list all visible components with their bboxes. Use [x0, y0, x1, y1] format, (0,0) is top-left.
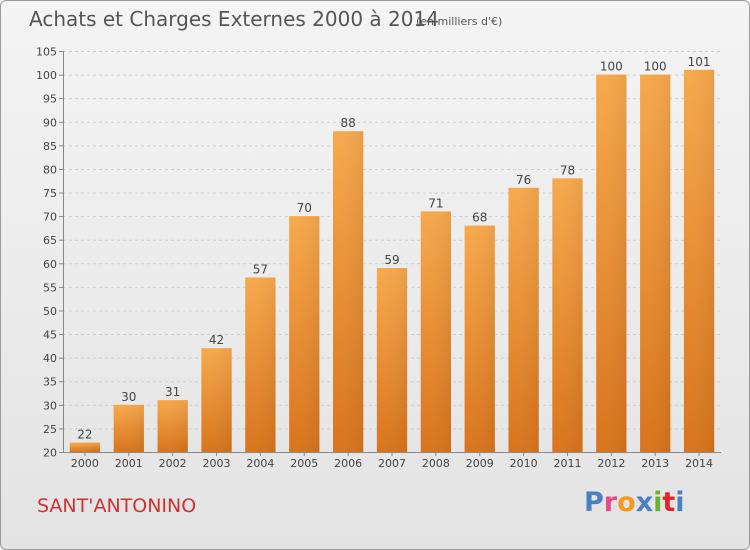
x-tick-label: 2013: [641, 457, 669, 470]
y-tick-label: 85: [43, 140, 57, 153]
y-tick-label: 30: [43, 399, 57, 412]
x-tick-label: 2012: [597, 457, 625, 470]
bar-shade-2001: [113, 404, 144, 452]
bar-value-label: 68: [472, 211, 487, 225]
y-tick-label: 35: [43, 376, 57, 389]
bar-shade-2002: [157, 400, 188, 452]
bar-shade-2013: [640, 74, 671, 453]
x-tick-label: 2009: [466, 457, 494, 470]
bar-shade-2007: [376, 268, 408, 452]
bar-value-label: 100: [600, 60, 623, 74]
bar-shade-2004: [245, 277, 276, 452]
x-tick-label: 2011: [553, 457, 581, 470]
bar-value-label: 88: [340, 116, 355, 130]
chart-subtitle: (en milliers d'€): [416, 15, 503, 28]
bar-value-label: 42: [209, 333, 224, 347]
y-tick-label: 60: [43, 258, 57, 271]
bar-shade-2008: [420, 211, 452, 452]
logo-letter: i: [653, 487, 663, 518]
y-tick-label: 70: [43, 211, 57, 224]
bar-shade-2005: [289, 216, 320, 452]
logo-letter: r: [603, 487, 618, 518]
y-tick-label: 90: [43, 116, 57, 129]
logo-letter: x: [635, 487, 654, 518]
y-tick-label: 45: [43, 329, 57, 342]
logo-letter: i: [675, 487, 685, 518]
bar-shade-2010: [508, 187, 539, 452]
x-tick-label: 2002: [159, 457, 187, 470]
bar-value-label: 31: [165, 385, 180, 399]
bar-layer: [69, 69, 715, 453]
bar-value-label: 70: [297, 201, 312, 215]
bar-shade-2009: [464, 225, 495, 452]
x-tick-label: 2001: [115, 457, 143, 470]
y-tick-label: 55: [43, 281, 57, 294]
y-tick-label: 105: [36, 46, 57, 59]
x-tick-label: 2005: [290, 457, 318, 470]
x-tick-label: 2006: [334, 457, 362, 470]
chart-title: Achats et Charges Externes 2000 à 2014: [29, 7, 439, 31]
y-tick-label: 65: [43, 234, 57, 247]
bar-shade-2006: [332, 131, 364, 452]
bar-shade-2014: [683, 69, 715, 452]
axis-layer: 20 25 30 35 40 45 50 55 60 65 70 75 80 85 90 95 100 105 20…: [36, 46, 721, 470]
y-tick-label: 50: [43, 305, 57, 318]
bar-shade-2011: [552, 178, 583, 452]
logo-letter: P: [584, 487, 604, 518]
bar-value-label: 22: [77, 428, 92, 442]
y-tick-label: 95: [43, 93, 57, 106]
bar-shade-2000: [69, 442, 101, 452]
bar-value-label: 59: [384, 253, 399, 267]
bar-value-label: 30: [121, 390, 136, 404]
y-tick-label: 40: [43, 352, 57, 365]
y-tick-label: 75: [43, 187, 57, 200]
logo-letter: t: [662, 487, 676, 518]
bar-shade-2003: [201, 348, 232, 452]
bar-value-label: 100: [644, 60, 667, 74]
bar-value-label: 71: [428, 196, 443, 210]
y-tick-label: 80: [43, 163, 57, 176]
x-tick-label: 2003: [203, 457, 231, 470]
x-tick-label: 2014: [685, 457, 713, 470]
logo-letter: o: [617, 487, 636, 518]
bar-shade-2012: [596, 74, 627, 453]
commune-name: SANT'ANTONINO: [37, 495, 197, 517]
x-tick-label: 2007: [378, 457, 406, 470]
x-tick-label: 2008: [422, 457, 450, 470]
bar-value-label: 78: [560, 163, 575, 177]
x-tick-label: 2000: [71, 457, 99, 470]
label-layer: 22 30 31 42 57 70 88 59 71 68 76 78 100 100 101: [77, 55, 710, 442]
y-tick-label: 20: [43, 447, 57, 460]
bar-value-label: 76: [516, 173, 531, 187]
bar-value-label: 57: [253, 262, 268, 276]
y-tick-label: 100: [36, 69, 57, 82]
proxiti-logo: Proxiti: [584, 487, 685, 518]
x-tick-label: 2004: [246, 457, 274, 470]
y-tick-label: 25: [43, 423, 57, 436]
x-tick-label: 2010: [510, 457, 538, 470]
bar-value-label: 101: [688, 55, 711, 69]
